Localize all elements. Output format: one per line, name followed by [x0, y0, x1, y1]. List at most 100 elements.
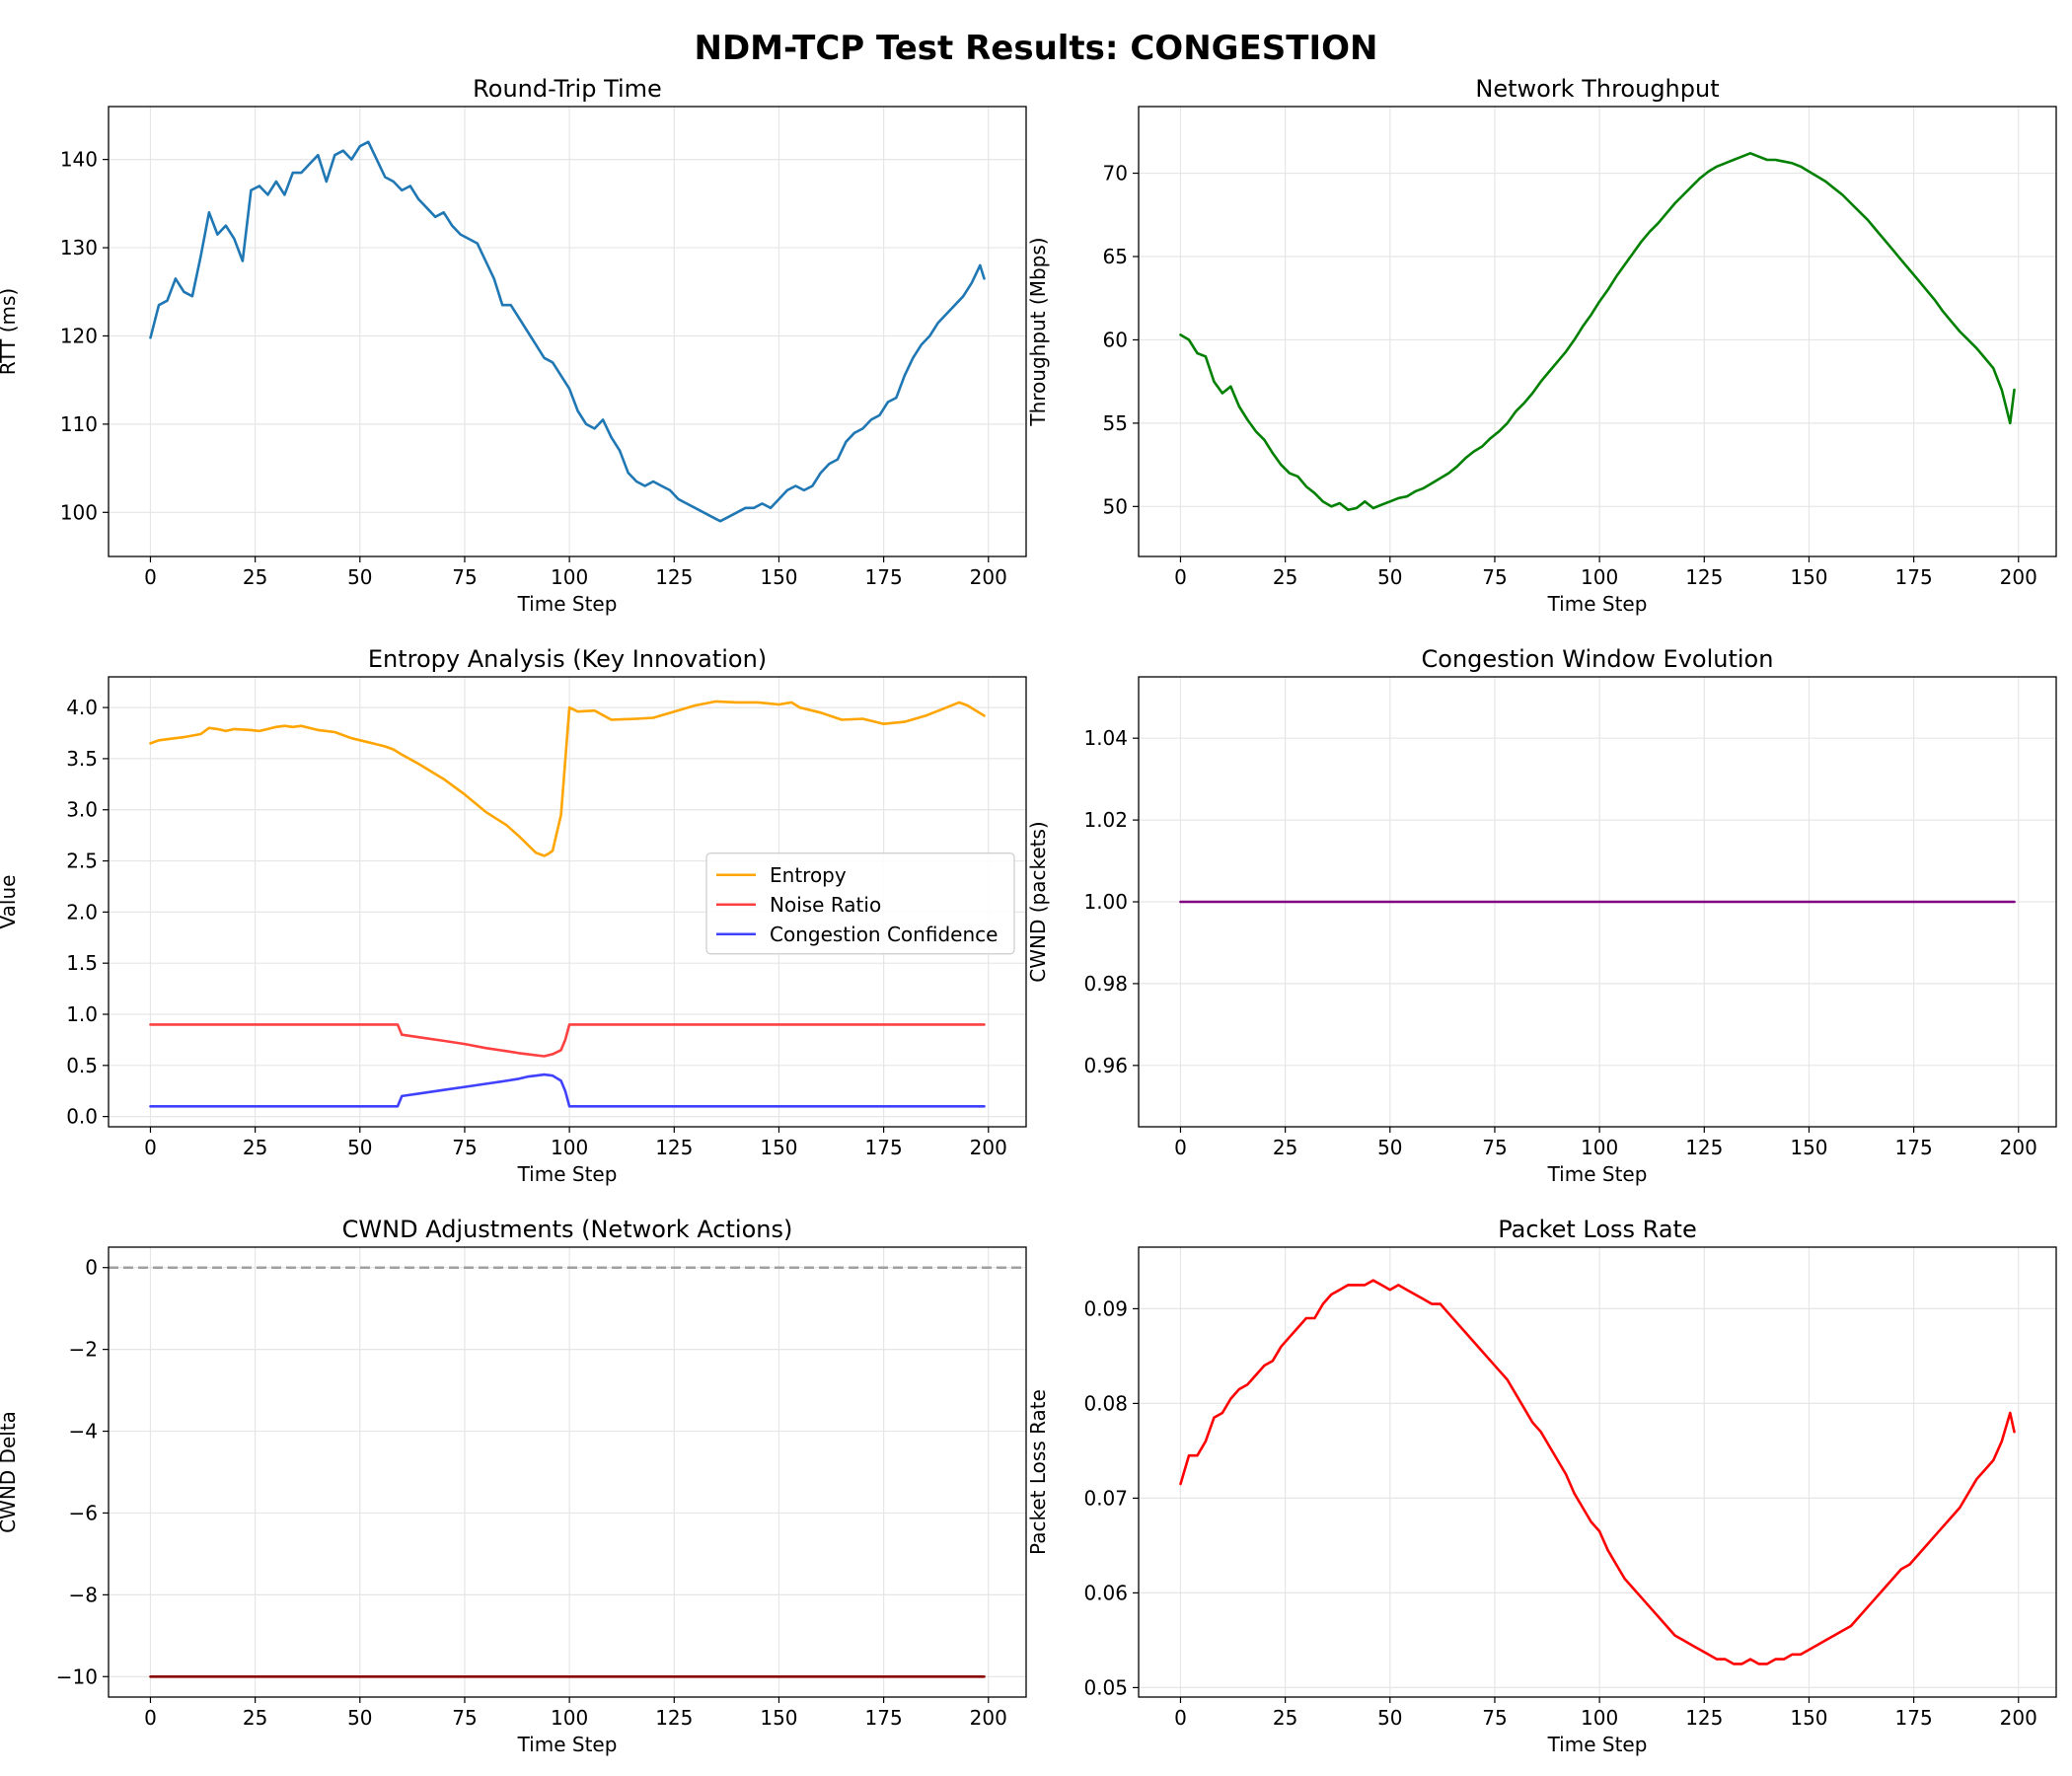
y-tick-label: 100	[60, 500, 98, 524]
x-axis-label: Time Step	[517, 592, 618, 616]
y-tick-label: 0.05	[1083, 1675, 1128, 1699]
chart-title: Congestion Window Evolution	[1422, 645, 1774, 673]
x-tick-label: 0	[144, 565, 157, 589]
y-tick-label: 1.00	[1083, 890, 1128, 914]
y-tick-label: 70	[1103, 162, 1128, 185]
grid-lines	[1139, 107, 2056, 556]
x-tick-label: 200	[970, 565, 1007, 589]
x-tick-label: 0	[1174, 1706, 1187, 1730]
x-tick-label: 125	[1685, 1136, 1723, 1159]
legend-box	[705, 852, 1015, 955]
x-axis-label: Time Step	[1547, 592, 1648, 616]
chart-panel-6: 0 25 50 75 100 125 150 175 200 0.05 0.06 0.07 0.08 0.…	[1026, 1216, 2057, 1756]
y-tick-label: 2.5	[66, 850, 98, 873]
x-tick-label: 75	[452, 1136, 477, 1159]
legend: Entropy Noise Ratio Congestion Confidence	[705, 852, 1015, 955]
x-tick-label: 125	[1685, 565, 1723, 589]
y-tick-label: −6	[69, 1501, 98, 1524]
y-tick-label: 1.5	[66, 951, 98, 975]
series-line-1	[149, 140, 986, 523]
y-tick-label: 0.0	[66, 1105, 98, 1129]
x-tick-label: 175	[865, 1136, 903, 1159]
y-tick-label: −10	[56, 1665, 98, 1688]
x-tick-label: 175	[1895, 565, 1933, 589]
x-tick-label: 25	[243, 1706, 267, 1730]
x-axis-label: Time Step	[1547, 1162, 1648, 1186]
x-tick-label: 150	[760, 1136, 797, 1159]
y-axis-label: RTT (ms)	[0, 288, 20, 375]
legend-label: Noise Ratio	[770, 893, 881, 917]
x-tick-label: 175	[865, 1706, 903, 1730]
x-tick-label: 25	[1273, 1706, 1297, 1730]
y-tick-label: 0.98	[1083, 972, 1128, 996]
y-tick-label: 0.06	[1083, 1581, 1128, 1604]
series-line-congestion-confidence	[149, 1073, 986, 1108]
x-tick-label: 125	[655, 1706, 693, 1730]
y-tick-label: 140	[60, 148, 98, 172]
y-tick-label: 1.04	[1083, 726, 1128, 750]
x-tick-label: 50	[1377, 565, 1402, 589]
y-tick-label: 0.09	[1083, 1296, 1128, 1320]
x-tick-label: 75	[1482, 565, 1507, 589]
y-tick-label: 0.96	[1083, 1054, 1128, 1077]
y-tick-label: 0.07	[1083, 1486, 1128, 1510]
figure-title: NDM-TCP Test Results: CONGESTION	[695, 29, 1378, 68]
x-tick-label: 25	[1273, 1136, 1297, 1159]
legend-label: Congestion Confidence	[770, 923, 998, 946]
chart-panel-4: 0 25 50 75 100 125 150 175 200 0.96 0.98 1.00 1.02 1.…	[1026, 645, 2057, 1186]
series-line-entropy	[149, 700, 986, 857]
chart-title: Round-Trip Time	[473, 75, 662, 103]
x-tick-label: 150	[1790, 565, 1827, 589]
x-tick-label: 50	[347, 1706, 372, 1730]
x-tick-label: 150	[1790, 1136, 1827, 1159]
x-tick-label: 100	[1581, 565, 1618, 589]
y-tick-label: 2.0	[66, 900, 98, 924]
x-tick-label: 100	[1581, 1136, 1618, 1159]
x-tick-label: 100	[1581, 1706, 1618, 1730]
x-tick-label: 75	[1482, 1136, 1507, 1159]
y-axis-label: Throughput (Mbps)	[1026, 237, 1050, 426]
y-tick-label: 0	[85, 1256, 98, 1280]
axes-frame	[108, 106, 1027, 557]
y-tick-label: 3.0	[66, 798, 98, 822]
x-tick-label: 50	[347, 1136, 372, 1159]
x-tick-label: 0	[1174, 565, 1187, 589]
x-tick-label: 25	[243, 1136, 267, 1159]
legend-label: Entropy	[770, 863, 847, 887]
x-axis-label: Time Step	[1547, 1733, 1648, 1756]
x-tick-label: 150	[1790, 1706, 1827, 1730]
axes-frame	[108, 676, 1027, 1128]
x-tick-label: 25	[243, 565, 267, 589]
y-tick-label: 55	[1103, 411, 1128, 435]
y-tick-label: 3.5	[66, 747, 98, 771]
axes-frame	[1138, 106, 2057, 557]
x-tick-label: 175	[865, 565, 903, 589]
y-tick-label: 65	[1103, 245, 1128, 268]
x-tick-label: 0	[1174, 1136, 1187, 1159]
chart-title: Entropy Analysis (Key Innovation)	[368, 645, 767, 673]
x-tick-label: 150	[760, 1706, 797, 1730]
y-tick-label: −2	[69, 1338, 98, 1362]
chart-title: CWND Adjustments (Network Actions)	[342, 1216, 793, 1243]
x-tick-label: 125	[1685, 1706, 1723, 1730]
x-tick-label: 50	[347, 565, 372, 589]
x-tick-label: 75	[452, 565, 477, 589]
series-line-1	[1179, 1279, 2016, 1665]
x-tick-label: 175	[1895, 1706, 1933, 1730]
y-axis-label: CWND (packets)	[1026, 821, 1050, 982]
chart-panel-3: 0 25 50 75 100 125 150 175 200 0.0 0.5 1.0 1.5 2.0 2.5…	[0, 645, 1027, 1186]
axes-frame	[1138, 1246, 2057, 1698]
x-tick-label: 200	[970, 1706, 1007, 1730]
x-tick-label: 200	[2000, 1136, 2037, 1159]
y-tick-label: 1.0	[66, 1002, 98, 1026]
chart-panel-2: 0 25 50 75 100 125 150 175 200 50 55 60 65 70 Network …	[1026, 75, 2057, 616]
x-tick-label: 100	[551, 1136, 588, 1159]
series-line-1	[1179, 152, 2016, 512]
x-tick-label: 150	[760, 565, 797, 589]
y-tick-label: 1.02	[1083, 808, 1128, 832]
chart-panel-1: 0 25 50 75 100 125 150 175 200 100 110 120 130 140 Rou…	[0, 75, 1027, 616]
y-tick-label: −8	[69, 1583, 98, 1606]
y-axis-label: CWND Delta	[0, 1411, 20, 1533]
x-tick-label: 125	[655, 565, 693, 589]
